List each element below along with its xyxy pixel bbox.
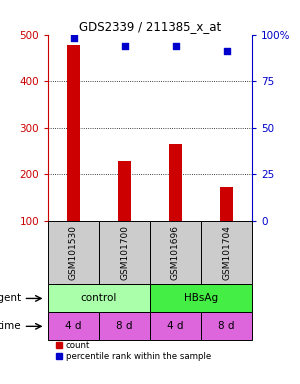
Bar [150,313,201,340]
Text: HBsAg: HBsAg [184,293,218,303]
Text: 4 d: 4 d [167,321,184,331]
Bar [48,313,99,340]
Bar [118,161,131,220]
Bar [150,285,252,313]
Text: control: control [81,293,117,303]
Bar [201,220,252,285]
Bar [220,187,233,220]
Text: 8 d: 8 d [218,321,235,331]
Point [173,43,178,49]
Bar [99,313,150,340]
Bar [201,313,252,340]
Bar [150,220,201,285]
Bar [169,144,182,220]
Point [224,48,229,55]
Text: agent: agent [0,293,22,303]
Text: GSM101696: GSM101696 [171,225,180,280]
Point [71,35,76,41]
Bar [48,220,99,285]
Text: GSM101530: GSM101530 [69,225,78,280]
Legend: count, percentile rank within the sample: count, percentile rank within the sample [56,341,211,361]
Text: GSM101700: GSM101700 [120,225,129,280]
Point [122,43,127,49]
Title: GDS2339 / 211385_x_at: GDS2339 / 211385_x_at [79,20,221,33]
Text: 8 d: 8 d [116,321,133,331]
Text: time: time [0,321,22,331]
Bar [99,220,150,285]
Bar [67,45,80,220]
Text: GSM101704: GSM101704 [222,225,231,280]
Text: 4 d: 4 d [65,321,82,331]
Bar [48,285,150,313]
